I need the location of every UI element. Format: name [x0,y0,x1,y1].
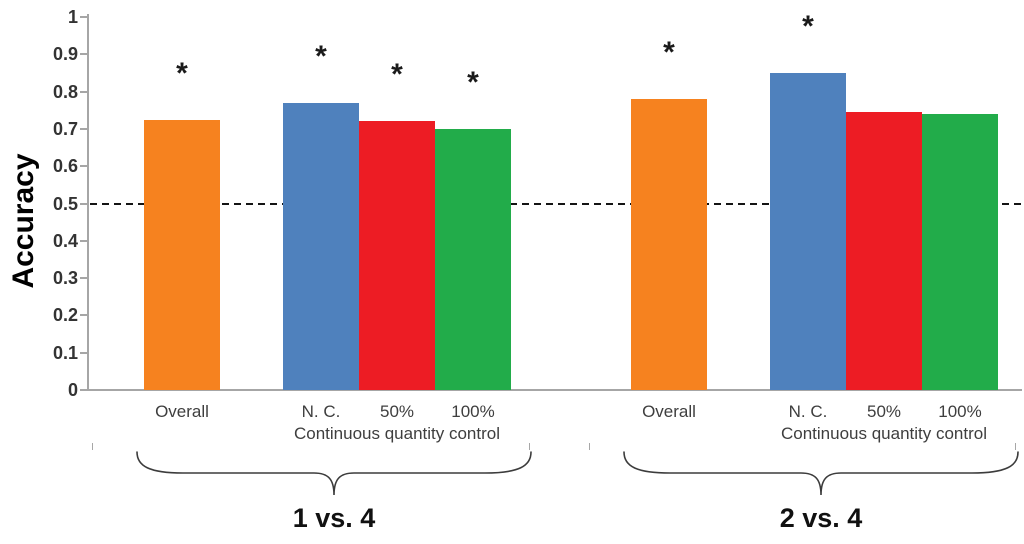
bar-red-50 [359,121,435,390]
y-tick-mark [80,351,88,354]
category-tick-mark [92,443,93,450]
x-category-label: 50% [379,402,415,421]
x-category-label: Overall [155,402,209,421]
y-tick-label: 0.7 [52,118,78,139]
y-tick-mark [80,314,88,317]
y-tick-label: 1 [67,7,78,27]
significance-asterisk: * [176,56,188,90]
y-tick-mark [80,389,88,391]
y-tick-mark [80,277,88,280]
x-category-label: N. C. [788,402,828,421]
y-tick-label: 0.5 [52,193,78,214]
bar-blue-nc [770,72,846,390]
y-tick-label: 0 [67,380,78,400]
significance-asterisk: * [315,39,327,73]
x-category-label: N. C. [301,402,341,421]
group-label: 2 vs. 4 [779,503,863,533]
bar-green-100 [435,128,511,390]
y-tick-mark [80,53,88,56]
y-tick-label: 0.4 [52,230,78,251]
y-tick-mark [80,90,88,93]
y-tick-mark [80,165,88,168]
y-tick-mark [80,16,88,18]
group-label: 1 vs. 4 [292,503,376,533]
y-tick-mark [80,239,88,242]
y-tick-label: 0.6 [52,156,78,177]
significance-asterisk: * [467,65,479,99]
y-tick-label: 0.8 [52,81,78,102]
y-tick-label: 0.9 [52,44,78,65]
bar-orange-overall [631,99,707,390]
bar-blue-nc [283,102,359,390]
cluster-label: Continuous quantity control [780,424,988,443]
significance-asterisk: * [802,9,814,43]
y-tick-label: 0.1 [52,342,78,363]
brace-1-vs-4 [136,451,532,496]
y-tick-label: 0.3 [52,268,78,289]
y-tick-label: 0.2 [52,305,78,326]
bar-orange-overall [144,119,220,390]
brace-2-vs-4 [623,451,1019,496]
significance-asterisk: * [391,58,403,92]
x-axis-line [87,389,1022,391]
significance-asterisk: * [663,36,675,70]
y-axis-line [87,14,89,391]
x-category-label: Overall [642,402,696,421]
x-category-label: 100% [451,402,495,421]
y-tick-mark [80,202,88,205]
bar-green-100 [922,113,998,390]
category-tick-mark [529,443,530,450]
category-tick-mark [589,443,590,450]
bar-red-50 [846,112,922,390]
x-category-label: 50% [866,402,902,421]
y-tick-mark [80,127,88,130]
category-tick-mark [1015,443,1016,450]
x-category-label: 100% [938,402,982,421]
cluster-label: Continuous quantity control [293,424,501,443]
chance-level-line [90,202,1022,205]
